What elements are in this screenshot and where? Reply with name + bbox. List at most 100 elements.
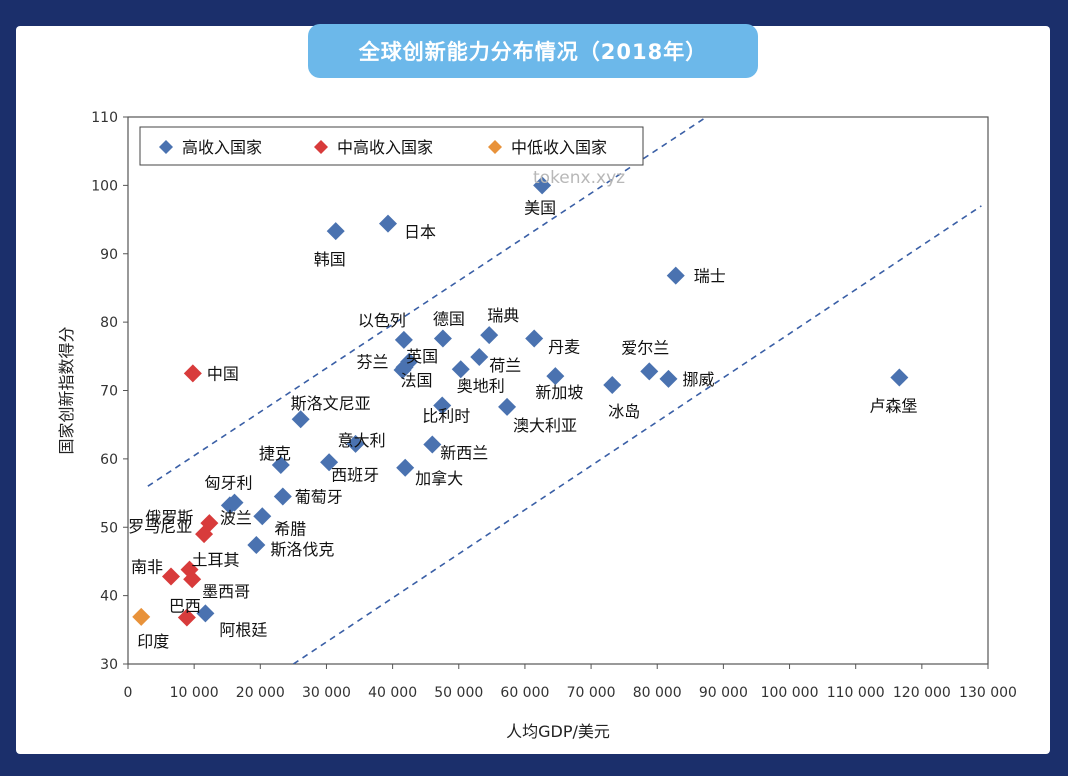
data-point-label: 罗马尼亚 xyxy=(128,517,192,536)
data-point-marker xyxy=(890,368,909,387)
data-point-label: 瑞士 xyxy=(694,267,726,286)
data-point-marker xyxy=(533,176,552,195)
data-point-marker xyxy=(273,487,292,506)
data-point-marker xyxy=(378,214,397,233)
data-point-label: 南非 xyxy=(131,557,163,576)
data-point-label: 冰岛 xyxy=(608,402,640,421)
x-tick-label: 120 000 xyxy=(893,685,951,701)
x-axis-title: 人均GDP/美元 xyxy=(506,722,610,741)
data-point-marker xyxy=(326,222,345,241)
x-tick-label: 60 000 xyxy=(500,685,549,701)
data-point-label: 奥地利 xyxy=(457,376,505,395)
data-point-marker xyxy=(470,347,489,366)
x-tick-label: 80 000 xyxy=(633,685,682,701)
data-point-label: 巴西 xyxy=(169,597,201,616)
y-tick-label: 80 xyxy=(100,315,118,331)
watermark-text: tokenx.xyz xyxy=(533,168,625,188)
data-point-label: 德国 xyxy=(433,310,465,329)
chart-title-banner: 全球创新能力分布情况（2018年） xyxy=(308,24,758,78)
data-point-marker xyxy=(451,360,470,379)
x-tick-label: 70 000 xyxy=(567,685,616,701)
x-tick-label: 50 000 xyxy=(434,685,483,701)
data-point-marker xyxy=(177,608,196,627)
data-point-label: 俄罗斯 xyxy=(145,508,193,527)
y-tick-label: 30 xyxy=(100,657,118,673)
data-point-marker xyxy=(433,396,452,415)
x-tick-label: 130 000 xyxy=(959,685,1017,701)
data-point-marker xyxy=(162,567,180,586)
x-tick-label: 90 000 xyxy=(699,685,748,701)
data-point-label: 土耳其 xyxy=(192,551,240,570)
x-tick-label: 30 000 xyxy=(302,685,351,701)
data-point-label: 加拿大 xyxy=(415,469,463,488)
y-tick-label: 110 xyxy=(91,110,118,126)
data-point-label: 挪威 xyxy=(682,370,714,389)
data-point-marker xyxy=(183,570,202,589)
data-point-label: 印度 xyxy=(137,632,169,651)
y-tick-label: 50 xyxy=(100,520,118,536)
data-point-marker xyxy=(423,435,442,454)
data-point-marker xyxy=(291,410,310,429)
data-point-label: 美国 xyxy=(524,198,556,217)
data-point-label: 芬兰 xyxy=(357,352,389,371)
data-point-marker xyxy=(659,369,678,388)
x-tick-label: 0 xyxy=(124,685,133,701)
data-point-label: 希腊 xyxy=(274,519,306,538)
data-point-marker xyxy=(480,326,499,345)
data-point-label: 斯洛文尼亚 xyxy=(291,394,371,413)
y-tick-label: 100 xyxy=(91,178,118,194)
data-point-label: 爱尔兰 xyxy=(621,338,669,357)
data-point-label: 捷克 xyxy=(259,444,291,463)
legend-label: 高收入国家 xyxy=(182,138,262,157)
data-point-marker xyxy=(196,604,215,623)
data-point-marker xyxy=(396,458,415,477)
legend-marker xyxy=(314,140,328,154)
data-point-marker xyxy=(320,453,339,472)
x-tick-label: 110 000 xyxy=(827,685,885,701)
reference-line-1 xyxy=(147,117,708,487)
data-point-label: 日本 xyxy=(404,223,436,242)
data-point-marker xyxy=(195,525,214,544)
y-axis-title: 国家创新指数得分 xyxy=(57,326,76,454)
data-point-label: 波兰 xyxy=(220,508,252,527)
data-point-marker xyxy=(220,496,239,515)
data-point-marker xyxy=(433,329,452,348)
x-tick-label: 10 000 xyxy=(170,685,219,701)
data-point-marker xyxy=(666,266,685,285)
data-point-label: 中国 xyxy=(207,364,239,383)
data-point-label: 荷兰 xyxy=(489,356,521,375)
data-point-label: 新西兰 xyxy=(440,444,488,463)
y-tick-label: 90 xyxy=(100,247,118,263)
data-point-label: 葡萄牙 xyxy=(295,487,343,506)
data-point-label: 墨西哥 xyxy=(202,582,250,601)
data-point-label: 英国 xyxy=(406,347,438,366)
data-point-marker xyxy=(247,536,266,555)
data-point-label: 丹麦 xyxy=(548,338,580,357)
data-point-marker xyxy=(183,364,202,383)
data-point-marker xyxy=(546,367,565,386)
legend-marker xyxy=(159,140,173,154)
data-point-label: 澳大利亚 xyxy=(513,416,577,435)
data-point-label: 新加坡 xyxy=(535,383,583,402)
legend-box xyxy=(139,126,644,166)
y-tick-label: 70 xyxy=(100,384,118,400)
data-point-label: 西班牙 xyxy=(331,465,379,484)
chart-title: 全球创新能力分布情况（2018年） xyxy=(358,40,708,64)
data-point-label: 斯洛伐克 xyxy=(270,540,334,559)
data-point-label: 卢森堡 xyxy=(869,397,917,416)
data-point-marker xyxy=(525,329,544,348)
data-point-marker xyxy=(271,456,290,475)
data-point-label: 瑞典 xyxy=(487,306,519,325)
data-point-label: 法国 xyxy=(401,371,433,390)
x-tick-label: 100 000 xyxy=(761,685,819,701)
data-point-label: 阿根廷 xyxy=(219,620,267,639)
data-point-label: 以色列 xyxy=(358,311,406,330)
data-point-marker xyxy=(393,360,412,379)
data-point-label: 意大利 xyxy=(338,431,386,450)
legend-label: 中低收入国家 xyxy=(511,138,607,157)
data-point-marker xyxy=(640,362,659,381)
data-point-label: 比利时 xyxy=(422,407,470,426)
data-point-marker xyxy=(253,507,272,526)
data-point-marker xyxy=(346,434,365,453)
y-tick-label: 60 xyxy=(100,452,118,468)
